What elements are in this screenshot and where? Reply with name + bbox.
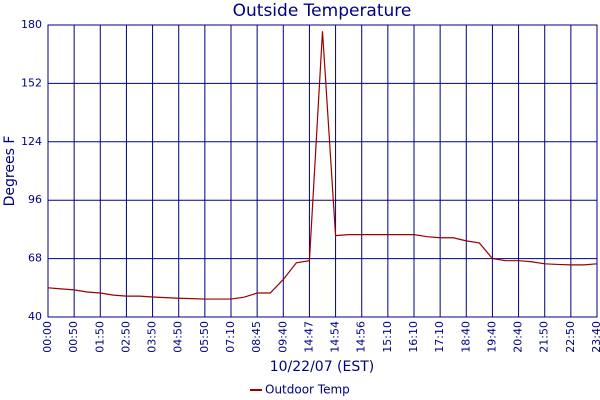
x-tick-label: 07:10 bbox=[224, 321, 237, 353]
legend-label: Outdoor Temp bbox=[265, 383, 350, 397]
x-tick-label: 20:40 bbox=[512, 321, 525, 353]
y-tick-label: 40 bbox=[28, 310, 42, 323]
x-tick-label: 08:45 bbox=[250, 321, 263, 353]
x-tick-label: 22:50 bbox=[564, 321, 577, 353]
y-tick-label: 152 bbox=[21, 76, 42, 89]
chart-title: Outside Temperature bbox=[233, 1, 412, 21]
y-tick-label: 96 bbox=[28, 193, 42, 206]
x-tick-label: 18:40 bbox=[459, 321, 472, 353]
y-tick-label: 68 bbox=[28, 252, 42, 265]
x-tick-label: 09:40 bbox=[276, 321, 289, 353]
x-tick-label: 21:50 bbox=[538, 321, 551, 353]
x-tick-label: 14:56 bbox=[355, 321, 368, 353]
y-tick-label: 180 bbox=[21, 18, 42, 31]
x-tick-label: 14:47 bbox=[302, 321, 315, 353]
x-axis-label: 10/22/07 (EST) bbox=[270, 359, 375, 375]
x-tick-label: 23:40 bbox=[590, 321, 600, 353]
x-tick-label: 01:50 bbox=[93, 321, 106, 353]
x-tick-label: 03:50 bbox=[146, 321, 159, 353]
x-tick-label: 19:40 bbox=[485, 321, 498, 353]
x-tick-label: 14:54 bbox=[329, 321, 342, 353]
data-line bbox=[47, 31, 598, 300]
x-tick-label: 17:10 bbox=[433, 321, 446, 353]
x-tick-label: 15:10 bbox=[381, 321, 394, 353]
x-tick-label: 00:50 bbox=[67, 321, 80, 353]
x-tick-label: 00:00 bbox=[41, 321, 54, 353]
x-tick-label: 05:50 bbox=[198, 321, 211, 353]
x-tick-label: 04:50 bbox=[172, 321, 185, 353]
x-tick-label: 02:50 bbox=[119, 321, 132, 353]
plot-area bbox=[47, 24, 598, 318]
y-tick-label: 124 bbox=[21, 135, 42, 148]
x-tick-label: 16:10 bbox=[407, 321, 420, 353]
y-axis-label: Degrees F bbox=[2, 136, 18, 207]
